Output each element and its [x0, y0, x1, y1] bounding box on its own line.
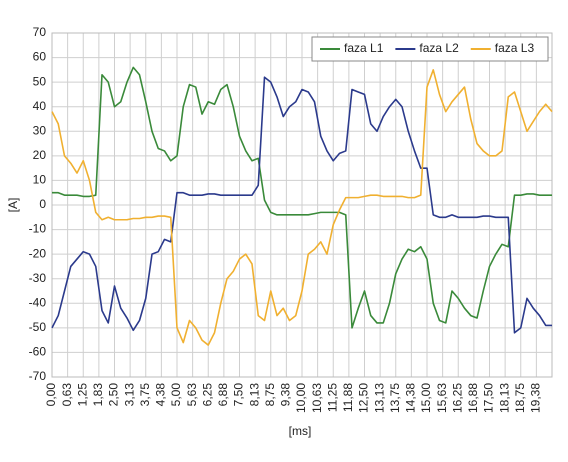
x-tick-label: 10,63 [310, 383, 324, 413]
x-tick-label: 18,75 [513, 383, 527, 413]
x-tick-label: 3,13 [122, 383, 136, 407]
x-tick-label: 7,50 [232, 383, 246, 407]
y-tick-label: 0 [39, 197, 46, 211]
x-tick-label: 13,13 [372, 383, 386, 413]
x-tick-label: 19,38 [529, 383, 543, 413]
x-tick-label: 16,25 [450, 383, 464, 413]
x-axis-label: [ms] [289, 424, 312, 438]
x-tick-label: 3,75 [138, 383, 152, 407]
y-tick-label: 50 [33, 74, 47, 88]
y-tick-label: -40 [29, 295, 47, 309]
y-tick-label: 30 [33, 123, 47, 137]
y-tick-label: 40 [33, 99, 47, 113]
x-tick-label: 11,88 [341, 383, 355, 412]
y-tick-label: -60 [29, 345, 47, 359]
x-tick-label: 15,00 [419, 383, 433, 413]
y-tick-label: 20 [33, 148, 47, 162]
y-tick-label: 70 [33, 25, 47, 39]
x-tick-label: 1,25 [75, 383, 89, 407]
y-tick-label: 60 [33, 50, 47, 64]
x-tick-label: 13,75 [388, 383, 402, 413]
x-tick-label: 0,63 [60, 383, 74, 407]
series-line [52, 66, 552, 329]
x-tick-label: 0,00 [44, 383, 58, 407]
legend-label: faza L3 [495, 41, 535, 55]
x-tick-label: 12,50 [357, 383, 371, 413]
x-tick-label: 15,63 [435, 383, 449, 413]
x-tick-label: 10,00 [294, 383, 308, 413]
x-tick-label: 6,88 [216, 383, 230, 407]
plot-border [51, 32, 553, 378]
y-tick-label: -30 [29, 271, 47, 285]
legend-box [311, 36, 549, 62]
legend-label: faza L1 [344, 41, 384, 55]
x-tick-label: 8,13 [247, 383, 261, 407]
y-tick-label: -10 [29, 222, 47, 236]
series-line [51, 69, 553, 346]
x-tick-label: 14,38 [404, 383, 418, 413]
x-tick-label: 8,75 [263, 383, 277, 407]
x-tick-label: 1,83 [91, 383, 105, 407]
x-tick-label: 6,25 [200, 383, 214, 407]
y-tick-label: 10 [33, 173, 47, 187]
x-tick-label: 17,50 [482, 383, 496, 413]
y-tick-label: -50 [29, 320, 47, 334]
x-tick-label: 9,38 [279, 383, 293, 407]
x-tick-label: 18,13 [497, 383, 511, 413]
x-tick-label: 4,38 [154, 383, 168, 407]
x-tick-label: 2,50 [107, 383, 121, 407]
x-tick-label: 11,25 [325, 383, 339, 412]
x-tick-label: 5,00 [169, 383, 183, 407]
y-axis-label: [A] [6, 198, 20, 213]
x-tick-label: 5,63 [185, 383, 199, 407]
y-tick-label: -20 [29, 246, 47, 260]
x-tick-label: 16,88 [466, 383, 480, 413]
legend-label: faza L2 [419, 41, 459, 55]
series-line [51, 76, 552, 334]
y-tick-label: -70 [29, 369, 47, 383]
